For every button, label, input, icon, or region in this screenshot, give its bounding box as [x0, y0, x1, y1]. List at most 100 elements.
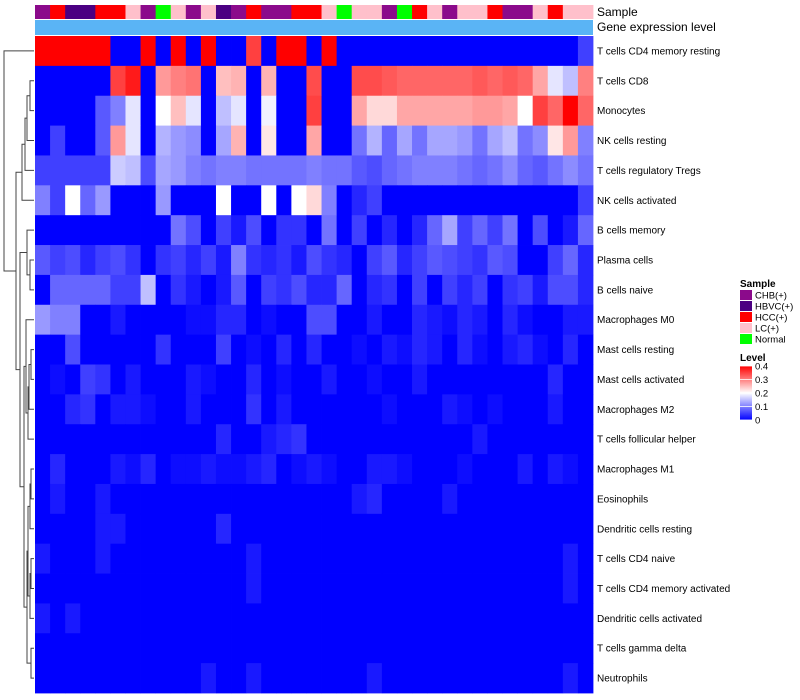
sample-group-cell	[125, 5, 141, 19]
heatmap-cell	[306, 513, 322, 545]
heatmap-cell	[200, 185, 217, 216]
heatmap-cell	[336, 65, 353, 97]
heatmap-cell	[412, 364, 428, 395]
heatmap-cell	[231, 215, 247, 246]
heatmap-cell	[351, 663, 368, 694]
heatmap-cell	[215, 454, 232, 485]
heatmap-cell	[502, 483, 518, 515]
heatmap-cell	[517, 603, 534, 634]
heatmap-cell	[532, 334, 549, 365]
heatmap-cell	[291, 274, 307, 306]
heatmap-cell	[412, 304, 428, 336]
heatmap-cell	[291, 513, 307, 545]
heatmap-cell	[487, 424, 503, 455]
heatmap-cell	[502, 513, 518, 545]
heatmap-cell	[95, 513, 111, 545]
row-label: Mast cells activated	[597, 375, 684, 386]
heatmap-cell	[291, 36, 307, 67]
heatmap-cell	[487, 483, 503, 515]
heatmap-cell	[110, 633, 126, 664]
heatmap-cell	[200, 155, 217, 186]
heatmap-cell	[95, 36, 111, 67]
heatmap-cell	[185, 483, 202, 515]
legend-level-title: Level	[740, 353, 766, 364]
heatmap-cell	[532, 364, 549, 395]
heatmap-cell	[200, 483, 217, 515]
heatmap-cell	[532, 304, 549, 336]
heatmap-cell	[95, 424, 111, 455]
heatmap-cell	[487, 334, 503, 365]
heatmap-cell	[185, 603, 202, 634]
heatmap-cell	[517, 483, 534, 515]
heatmap-cell	[140, 603, 157, 634]
heatmap-cell	[306, 245, 322, 276]
heatmap-cell	[321, 424, 338, 455]
heatmap-cell	[412, 36, 428, 67]
heatmap-cell	[276, 304, 292, 336]
heatmap-cell	[200, 125, 217, 156]
heatmap-cell	[457, 125, 473, 156]
legend-swatch	[740, 312, 752, 322]
heatmap-cell	[442, 185, 458, 216]
heatmap-cell	[547, 65, 564, 97]
heatmap-cell	[532, 215, 549, 246]
heatmap-cell	[231, 245, 247, 276]
heatmap-cell	[412, 334, 428, 365]
heatmap-cell	[80, 603, 96, 634]
heatmap-cell	[472, 633, 488, 664]
heatmap-cell	[50, 215, 66, 246]
heatmap-cell	[231, 185, 247, 216]
heatmap-cell	[140, 663, 157, 694]
heatmap-cell	[95, 95, 111, 126]
row-label: Mast cells resting	[597, 345, 674, 356]
heatmap-cell	[321, 663, 338, 694]
heatmap-cell	[351, 633, 368, 664]
heatmap-cell	[577, 394, 594, 425]
heatmap-cell	[487, 633, 503, 664]
heatmap-cell	[80, 334, 96, 365]
heatmap-cell	[125, 245, 141, 276]
heatmap-cell	[547, 513, 564, 545]
heatmap-cell	[442, 483, 458, 515]
heatmap-cell	[502, 185, 518, 216]
row-label: Monocytes	[597, 106, 645, 117]
dendrogram-branch	[3, 50, 34, 272]
heatmap-cell	[472, 334, 488, 365]
heatmap-cell	[50, 633, 66, 664]
heatmap-cell	[577, 274, 594, 306]
heatmap-cell	[306, 334, 322, 365]
heatmap-cell	[366, 543, 383, 574]
heatmap-cell	[80, 573, 96, 604]
heatmap-cell	[140, 185, 157, 216]
heatmap-cell	[562, 185, 579, 216]
heatmap-cell	[110, 513, 126, 545]
heatmap-cell	[306, 394, 322, 425]
heatmap-cell	[517, 95, 534, 126]
heatmap-cell	[155, 125, 172, 156]
heatmap-cell	[125, 513, 141, 545]
heatmap-cell	[200, 274, 217, 306]
heatmap-cell	[170, 215, 187, 246]
heatmap-cell	[502, 125, 518, 156]
heatmap-cell	[412, 663, 428, 694]
heatmap-cell	[321, 65, 338, 97]
level-tick-label: 0.2	[755, 389, 768, 400]
heatmap-cell	[381, 603, 398, 634]
heatmap-cell	[261, 513, 277, 545]
heatmap-cell	[125, 36, 141, 67]
heatmap-cell	[125, 394, 141, 425]
heatmap-cell	[140, 394, 157, 425]
heatmap-cell	[547, 304, 564, 336]
heatmap-cell	[231, 454, 247, 485]
heatmap-cell	[412, 274, 428, 306]
heatmap-cell	[65, 65, 81, 97]
heatmap-cell	[396, 304, 413, 336]
heatmap-cell	[351, 215, 368, 246]
heatmap-cell	[457, 483, 473, 515]
heatmap-cell	[110, 65, 126, 97]
heatmap-cell	[35, 424, 51, 455]
heatmap-cell	[155, 483, 172, 515]
heatmap-cell	[577, 513, 594, 545]
dendrogram-branch	[21, 143, 34, 201]
heatmap-cell	[442, 125, 458, 156]
